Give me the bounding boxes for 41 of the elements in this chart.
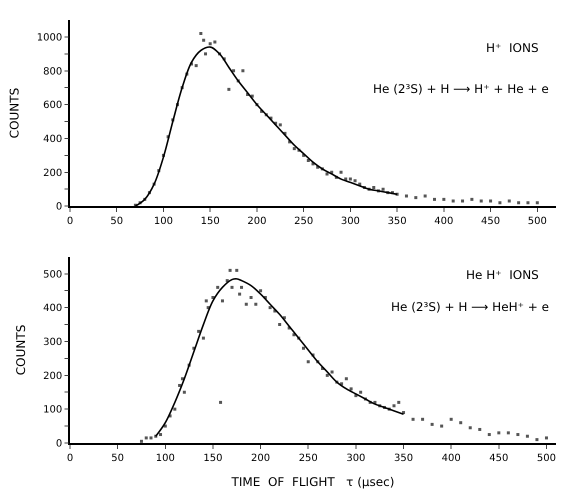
annotation: He H⁺ IONS	[466, 268, 539, 282]
x-tick-label: 0	[66, 216, 74, 227]
y-tick-label: 0	[56, 202, 62, 213]
y-tick-label: 300	[43, 336, 62, 348]
x-tick-label: 100	[154, 216, 174, 227]
x-tick-label: 50	[110, 216, 124, 227]
annotation: H⁺ IONS	[486, 41, 539, 55]
x-tick-label: 100	[156, 452, 175, 464]
y-tick-label: 500	[43, 269, 62, 280]
x-tick-label: 350	[394, 452, 414, 464]
x-tick-label: 250	[294, 216, 314, 227]
y-tick-label: 100	[43, 404, 62, 416]
x-tick-label: 300	[340, 216, 360, 227]
x-tick-label: 450	[489, 452, 508, 464]
x-tick-label: 0	[66, 452, 74, 464]
annotation: He (2³S) + H ⟶ HeH⁺ + e	[391, 300, 550, 314]
y-tick-label: 600	[43, 100, 62, 112]
y-axis-title: COUNTS	[14, 324, 28, 376]
x-tick-label: 300	[346, 452, 366, 464]
x-tick-label: 500	[536, 452, 556, 464]
x-tick-label: 200	[251, 452, 270, 464]
x-tick-label: 150	[203, 452, 222, 464]
x-axis-title: TIME OF FLIGHT τ (µsec)	[230, 475, 394, 490]
x-tick-label: 350	[388, 216, 407, 227]
y-tick-label: 1000	[36, 32, 62, 44]
y-tick-label: 200	[43, 370, 62, 382]
y-axis-title: COUNTS	[8, 88, 22, 138]
x-tick-label: 450	[481, 216, 500, 227]
y-tick-label: 800	[43, 66, 62, 78]
y-tick-label: 200	[43, 168, 62, 179]
x-tick-label: 400	[442, 452, 461, 464]
x-tick-label: 500	[528, 216, 547, 227]
y-tick-label: 400	[43, 134, 62, 145]
x-tick-label: 250	[298, 452, 318, 464]
x-tick-label: 200	[247, 216, 266, 227]
y-tick-label: 0	[56, 438, 62, 450]
x-tick-label: 400	[434, 216, 454, 227]
annotation: He (2³S) + H ⟶ H⁺ + He + e	[373, 82, 549, 96]
y-tick-label: 400	[43, 303, 62, 314]
x-tick-label: 50	[111, 452, 124, 464]
x-tick-label: 150	[200, 216, 220, 227]
